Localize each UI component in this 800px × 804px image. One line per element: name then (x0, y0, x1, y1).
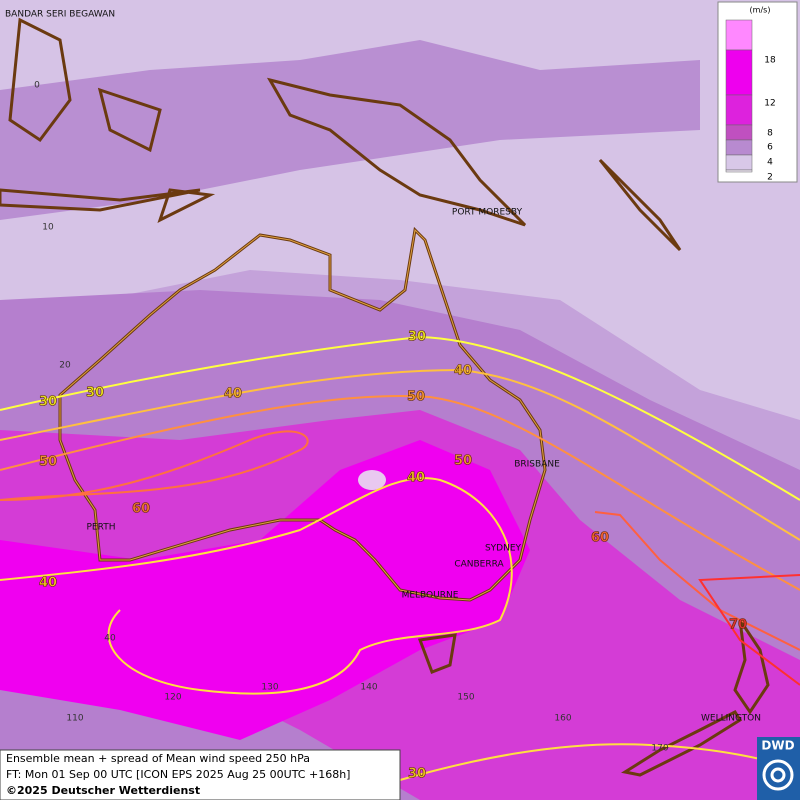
place-label: CANBERRA (454, 560, 504, 570)
lon-label: 120 (164, 693, 181, 703)
coastline (266, 77, 527, 227)
lat-label: 10 (42, 223, 54, 233)
contour-label: 40 (454, 364, 472, 379)
place-label: PORT MORESBY (452, 208, 523, 218)
coastline (621, 710, 743, 777)
legend-swatch (725, 49, 753, 96)
legend-swatch (725, 169, 753, 173)
spread-low (358, 470, 386, 490)
coastline (59, 228, 546, 601)
contour-label: 30 (408, 330, 426, 345)
contour (0, 368, 800, 541)
legend-label: 8 (767, 129, 773, 139)
contour (0, 430, 309, 501)
place-label: BANDAR SERI BEGAWAN (5, 10, 115, 20)
contour-label: 40 (224, 387, 242, 402)
lat-label: 20 (59, 361, 71, 371)
legend-label: 2 (767, 173, 773, 183)
contour-label: 50 (39, 455, 57, 470)
footer-line: ©2025 Deutscher Wetterdienst (6, 784, 200, 797)
contour-label: 40 (407, 471, 425, 486)
contour-label: 50 (454, 454, 472, 469)
lon-label: 130 (261, 683, 278, 693)
coastline (0, 17, 682, 252)
lon-label: 110 (66, 714, 83, 724)
footer-line: FT: Mon 01 Sep 00 UTC [ICON EPS 2025 Aug… (6, 768, 350, 781)
contour-label: 30 (86, 386, 104, 401)
place-label: MELBOURNE (402, 591, 459, 601)
logo-icon (762, 759, 794, 791)
dark-streak (0, 40, 700, 220)
legend-swatch (725, 154, 753, 171)
spread-max (0, 440, 530, 740)
contour-label: 40 (39, 576, 57, 591)
place-label: SYDNEY (485, 544, 522, 554)
contour-label: 70 (729, 618, 747, 633)
lat-label: 0 (34, 81, 40, 91)
contour (0, 394, 800, 591)
contour (0, 477, 513, 695)
contour (594, 511, 800, 651)
legend-swatch (725, 139, 753, 156)
contour-label: 60 (132, 502, 150, 517)
lon-label: 160 (554, 714, 571, 724)
legend-swatch (725, 124, 753, 141)
place-label: WELLINGTON (701, 714, 761, 724)
legend-label: 18 (764, 56, 776, 66)
contour-label: 60 (591, 531, 609, 546)
legend-label: 6 (767, 143, 773, 153)
place-label: PERTH (87, 523, 116, 533)
contour-label: 30 (408, 767, 426, 782)
legend-label: 12 (764, 99, 775, 109)
contour-label: 30 (39, 395, 57, 410)
place-label: BRISBANE (514, 460, 560, 470)
legend-label: 4 (767, 158, 773, 168)
legend-unit: (m/s) (750, 6, 771, 15)
footer-box (0, 749, 401, 801)
legend-swatch (725, 94, 753, 126)
logo-icon (770, 767, 786, 783)
contour-label: 50 (407, 390, 425, 405)
contour (0, 335, 800, 501)
contour (698, 574, 800, 686)
logo-text: DWD (761, 739, 794, 753)
coastline (417, 633, 457, 674)
legend-swatch (725, 19, 753, 51)
coastline (733, 619, 770, 715)
footer-line: Ensemble mean + spread of Mean wind spee… (6, 752, 310, 765)
lon-label: 150 (457, 693, 474, 703)
lat-label: 40 (104, 634, 116, 644)
lon-label: 170 (651, 744, 668, 754)
lon-label: 140 (360, 683, 377, 693)
